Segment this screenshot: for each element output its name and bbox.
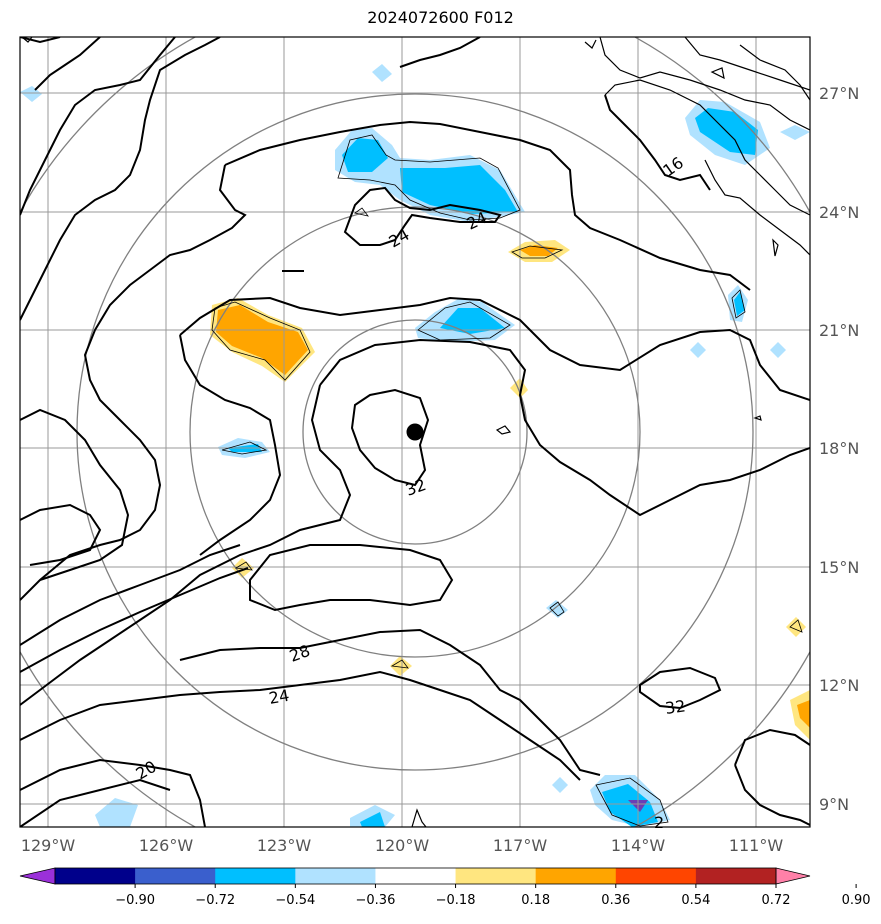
- contour-label: 28: [287, 641, 313, 666]
- colorbar-tick-label: 0.72: [762, 893, 791, 908]
- lat-label: 27°N: [819, 84, 859, 103]
- contour-label: 32: [664, 696, 687, 718]
- lon-label: 114°W: [611, 836, 666, 855]
- colorbar-segment: [535, 868, 617, 884]
- contour-label: 24: [386, 225, 413, 252]
- contour-label: 2: [654, 813, 664, 832]
- colorbar-segment: [295, 868, 376, 884]
- contour-label: 16: [659, 153, 687, 180]
- lon-label: 111°W: [729, 836, 784, 855]
- colorbar-tick-label: −0.18: [436, 893, 476, 908]
- colorbar-tick-label: 0.36: [601, 893, 630, 908]
- colorbar-segment: [455, 868, 537, 884]
- colorbar-segment: [135, 868, 216, 884]
- colorbar-tick-label: −0.54: [275, 893, 315, 908]
- colorbar-segment: [695, 868, 777, 884]
- longitude-labels: 129°W 126°W 123°W 120°W 117°W 114°W 111°…: [21, 836, 784, 855]
- lon-label: 117°W: [493, 836, 548, 855]
- range-rings: [20, 37, 810, 827]
- colorbar-segment: [375, 868, 457, 884]
- graticule: [20, 37, 810, 827]
- colorbar-tick-label: −0.90: [115, 893, 155, 908]
- colorbar-segment: [215, 868, 296, 884]
- small-contours: [411, 415, 762, 827]
- colorbar-tick-label: 0.18: [521, 893, 550, 908]
- latitude-labels: 27°N 24°N 21°N 18°N 15°N 12°N 9°N: [819, 84, 859, 814]
- colorbar-tick-label: −0.72: [195, 893, 235, 908]
- lon-label: 120°W: [375, 836, 430, 855]
- storm-center-dot: [406, 423, 424, 441]
- map-title: 2024072600 F012: [367, 8, 514, 27]
- lon-label: 123°W: [257, 836, 312, 855]
- coastline: [21, 37, 810, 257]
- contour-labels: 16 24 24 32 28 24 20 32 2: [133, 153, 687, 832]
- contour-label: 20: [133, 757, 160, 784]
- colorbar-tick-label: 0.54: [681, 893, 710, 908]
- lat-label: 18°N: [819, 439, 859, 458]
- lat-label: 12°N: [819, 676, 859, 695]
- colorbar-frame: [54, 867, 777, 885]
- contour-lines: [20, 37, 810, 827]
- lon-label: 129°W: [21, 836, 76, 855]
- contour-label: 24: [267, 686, 290, 708]
- colorbar-tick-label: 0.90: [842, 893, 871, 908]
- lat-label: 24°N: [819, 203, 859, 222]
- lat-label: 9°N: [819, 795, 849, 814]
- lat-label: 21°N: [819, 321, 859, 340]
- colorbar-extend-high: [775, 867, 811, 885]
- lon-label: 126°W: [139, 836, 194, 855]
- colorbar-tick-label: −0.36: [356, 893, 396, 908]
- colorbar-segment: [615, 868, 697, 884]
- lat-label: 15°N: [819, 558, 859, 577]
- colorbar: −0.90 −0.72 −0.54 −0.36 −0.18 0.18 0.36 0.54 0.7…: [19, 867, 871, 908]
- shaded-fields: [20, 64, 810, 827]
- colorbar-extend-low: [19, 867, 56, 885]
- plot-frame: [19, 36, 811, 828]
- colorbar-segment: [55, 868, 136, 884]
- contour-label: 32: [403, 475, 429, 500]
